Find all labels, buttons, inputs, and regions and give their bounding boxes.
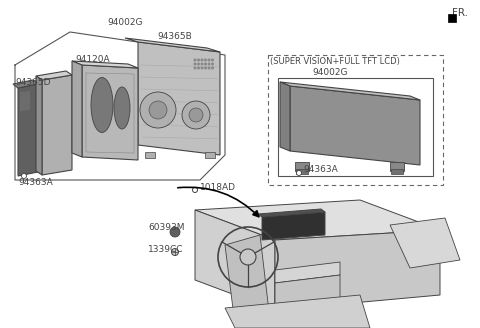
Circle shape bbox=[208, 59, 210, 61]
Circle shape bbox=[208, 67, 210, 69]
Polygon shape bbox=[262, 212, 325, 240]
Polygon shape bbox=[82, 65, 138, 160]
Bar bbox=[391, 169, 403, 174]
Polygon shape bbox=[195, 200, 440, 240]
Circle shape bbox=[189, 108, 203, 122]
Polygon shape bbox=[138, 42, 220, 155]
Circle shape bbox=[208, 63, 210, 65]
Text: 60393M: 60393M bbox=[148, 223, 184, 233]
Circle shape bbox=[192, 188, 197, 193]
Circle shape bbox=[212, 63, 213, 65]
Circle shape bbox=[140, 92, 176, 128]
Text: 1018AD: 1018AD bbox=[200, 182, 236, 192]
Polygon shape bbox=[42, 75, 72, 175]
Circle shape bbox=[198, 63, 199, 65]
Polygon shape bbox=[125, 38, 220, 52]
Circle shape bbox=[212, 67, 213, 69]
Circle shape bbox=[201, 59, 203, 61]
Circle shape bbox=[149, 101, 167, 119]
Polygon shape bbox=[280, 82, 290, 151]
Text: 94363A: 94363A bbox=[303, 166, 338, 174]
Polygon shape bbox=[290, 86, 420, 165]
Circle shape bbox=[201, 67, 203, 69]
Polygon shape bbox=[72, 61, 82, 157]
Polygon shape bbox=[20, 91, 30, 111]
Text: 94365D: 94365D bbox=[15, 78, 50, 87]
Circle shape bbox=[198, 59, 199, 61]
Circle shape bbox=[194, 59, 196, 61]
Circle shape bbox=[240, 249, 256, 265]
Bar bbox=[145, 152, 155, 158]
Circle shape bbox=[204, 59, 206, 61]
Polygon shape bbox=[390, 218, 460, 268]
Polygon shape bbox=[258, 209, 325, 217]
Polygon shape bbox=[195, 210, 275, 310]
Bar bbox=[278, 78, 433, 176]
Polygon shape bbox=[225, 235, 270, 325]
Polygon shape bbox=[225, 295, 370, 328]
Polygon shape bbox=[275, 230, 440, 310]
Circle shape bbox=[204, 63, 206, 65]
Ellipse shape bbox=[114, 87, 130, 129]
Bar bbox=[390, 162, 404, 171]
Text: (SUPER VISION+FULL TFT LCD): (SUPER VISION+FULL TFT LCD) bbox=[270, 57, 400, 66]
Polygon shape bbox=[72, 61, 138, 68]
Polygon shape bbox=[36, 71, 72, 80]
Polygon shape bbox=[275, 262, 340, 283]
Circle shape bbox=[212, 59, 213, 61]
Polygon shape bbox=[448, 14, 456, 22]
Circle shape bbox=[194, 67, 196, 69]
Polygon shape bbox=[275, 275, 340, 325]
Polygon shape bbox=[13, 80, 38, 88]
Bar bbox=[295, 162, 309, 171]
Text: 94002G: 94002G bbox=[107, 18, 143, 27]
Text: 94002G: 94002G bbox=[312, 68, 348, 77]
Circle shape bbox=[198, 67, 199, 69]
Text: 94365B: 94365B bbox=[157, 32, 192, 41]
Circle shape bbox=[201, 63, 203, 65]
Text: FR.: FR. bbox=[452, 8, 468, 18]
Bar bbox=[205, 152, 215, 158]
Circle shape bbox=[194, 63, 196, 65]
Circle shape bbox=[22, 174, 26, 178]
Polygon shape bbox=[280, 82, 420, 100]
Circle shape bbox=[297, 171, 301, 175]
Circle shape bbox=[204, 67, 206, 69]
Polygon shape bbox=[18, 84, 38, 176]
Polygon shape bbox=[36, 76, 42, 175]
Circle shape bbox=[182, 101, 210, 129]
Text: 1339CC: 1339CC bbox=[148, 244, 183, 254]
Ellipse shape bbox=[91, 77, 113, 133]
Bar bbox=[268, 55, 443, 185]
Circle shape bbox=[171, 249, 179, 256]
Bar bbox=[296, 169, 308, 174]
Text: 94363A: 94363A bbox=[18, 178, 53, 187]
Text: 94120A: 94120A bbox=[75, 55, 109, 64]
Circle shape bbox=[170, 227, 180, 237]
